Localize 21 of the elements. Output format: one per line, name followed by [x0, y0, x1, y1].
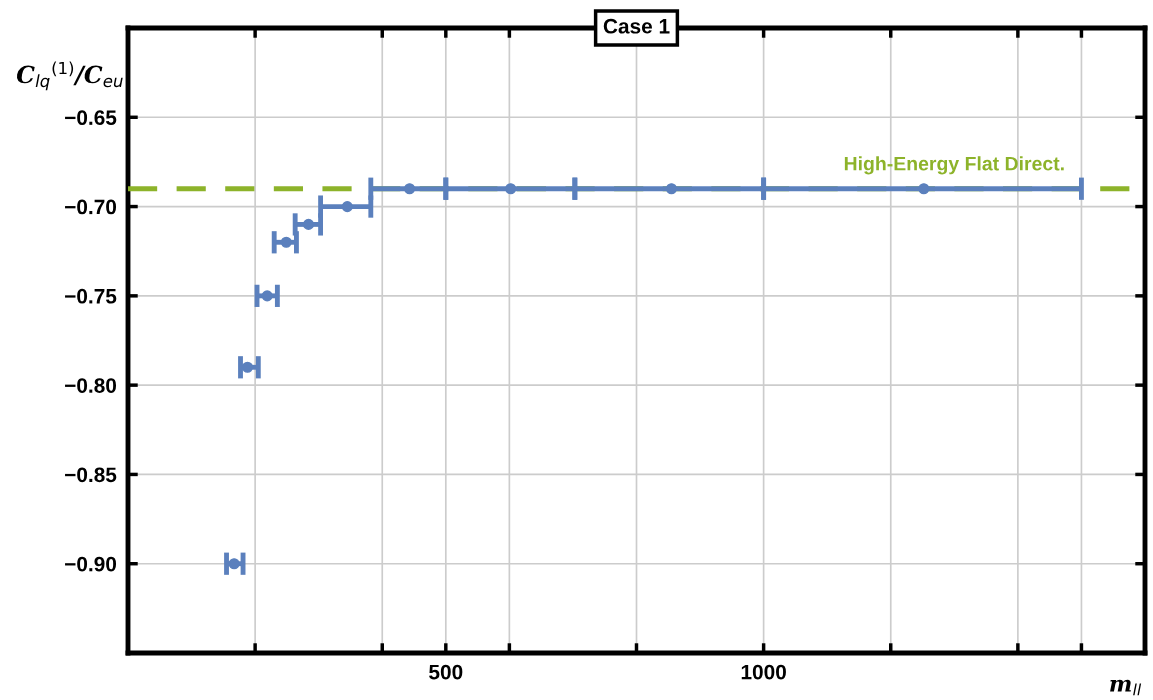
point — [302, 218, 315, 230]
x-axis-title: m$_{ll}$ — [1110, 679, 1142, 696]
point — [228, 558, 240, 570]
y-tick-label: −0.85 — [65, 467, 117, 483]
point — [665, 183, 678, 195]
y-tick-label: −0.65 — [65, 110, 117, 126]
chart-title: Case 1 — [603, 18, 670, 34]
point — [918, 183, 930, 195]
y-tick-label: −0.80 — [65, 378, 117, 393]
point — [261, 290, 273, 302]
y-tick-label: −0.75 — [65, 288, 117, 304]
y-tick-label: −0.90 — [65, 556, 117, 572]
point — [280, 236, 292, 248]
x-tick-label: 500 — [429, 664, 463, 680]
point — [404, 183, 416, 195]
point — [341, 201, 353, 213]
y-tick-label: −0.70 — [65, 199, 117, 215]
x-tick-label: 1000 — [741, 664, 786, 680]
point — [505, 183, 517, 195]
y-axis-title: C$_{lq}$$^{(1)}$/C$_{eu}$ — [16, 61, 123, 91]
ref-line-label: High-Energy Flat Direct. — [844, 156, 1064, 175]
